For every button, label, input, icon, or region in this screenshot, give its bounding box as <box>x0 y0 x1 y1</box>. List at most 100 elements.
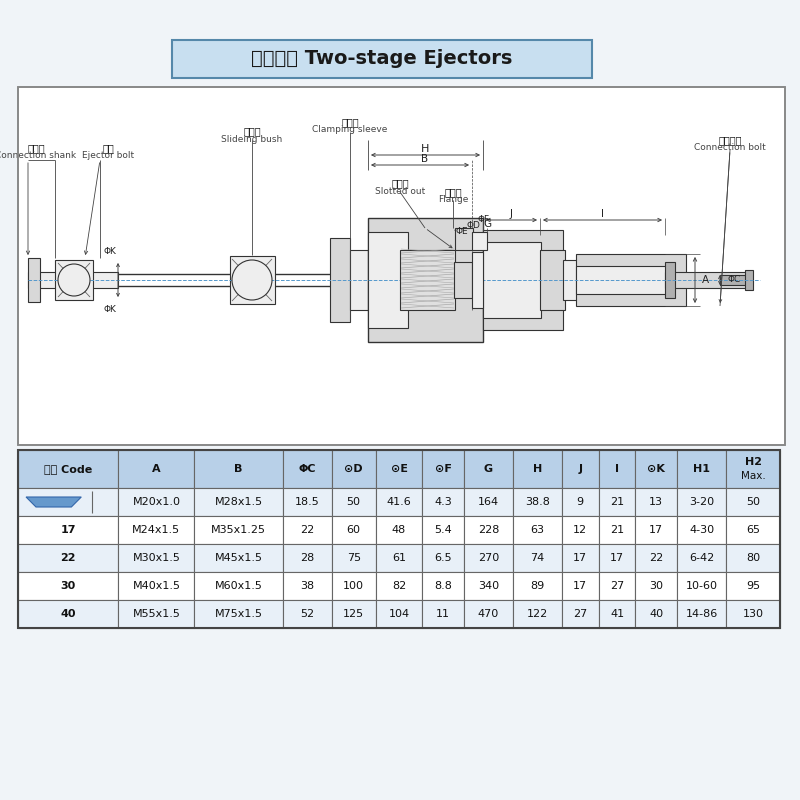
Bar <box>598 544 635 572</box>
Bar <box>376 450 422 488</box>
Text: 27: 27 <box>610 581 624 591</box>
Text: M20x1.0: M20x1.0 <box>133 497 181 507</box>
Bar <box>330 238 350 322</box>
Text: 中牙套: 中牙套 <box>243 126 261 136</box>
Text: 4.3: 4.3 <box>434 497 452 507</box>
Text: 连接螺栓: 连接螺栓 <box>718 135 742 145</box>
Text: Max.: Max. <box>741 471 766 481</box>
Text: 38.8: 38.8 <box>525 497 550 507</box>
Text: ⊙E: ⊙E <box>390 464 407 474</box>
Text: H1: H1 <box>693 464 710 474</box>
Text: A: A <box>702 275 709 285</box>
Text: 80: 80 <box>746 553 760 563</box>
Bar <box>422 516 464 544</box>
Text: 14-86: 14-86 <box>686 609 718 619</box>
Bar <box>576 254 686 306</box>
Bar <box>376 488 422 516</box>
Bar <box>282 450 332 488</box>
Text: M55x1.5: M55x1.5 <box>133 609 180 619</box>
Bar <box>194 516 282 544</box>
Bar <box>562 572 598 600</box>
Text: 63: 63 <box>530 525 545 535</box>
Bar <box>376 544 422 572</box>
Circle shape <box>232 260 272 300</box>
Text: 17: 17 <box>61 525 76 535</box>
Text: ΦK: ΦK <box>103 306 117 314</box>
Bar <box>118 488 194 516</box>
Text: M24x1.5: M24x1.5 <box>132 525 181 535</box>
Bar <box>472 232 487 250</box>
Bar <box>332 488 376 516</box>
Text: ⊙F: ⊙F <box>434 464 451 474</box>
Bar <box>635 572 677 600</box>
Bar <box>677 572 726 600</box>
Text: 二次顶出 Two-stage Ejectors: 二次顶出 Two-stage Ejectors <box>251 50 513 69</box>
Text: 75: 75 <box>346 553 361 563</box>
Bar <box>598 450 635 488</box>
Text: ⊙D: ⊙D <box>344 464 363 474</box>
Bar <box>483 242 541 318</box>
Bar <box>18 87 785 445</box>
Text: 82: 82 <box>392 581 406 591</box>
Bar <box>726 600 780 628</box>
Text: Slotted out: Slotted out <box>375 186 425 195</box>
Bar <box>194 572 282 600</box>
Bar <box>118 450 194 488</box>
Text: 228: 228 <box>478 525 499 535</box>
Text: Ejector bolt: Ejector bolt <box>82 151 134 161</box>
Bar <box>422 488 464 516</box>
Bar <box>635 600 677 628</box>
Bar <box>562 544 598 572</box>
Text: 30: 30 <box>61 581 76 591</box>
Bar <box>635 516 677 544</box>
Text: J: J <box>578 464 582 474</box>
Bar <box>513 544 562 572</box>
Text: 22: 22 <box>61 553 76 563</box>
Bar <box>677 488 726 516</box>
Text: 5.4: 5.4 <box>434 525 452 535</box>
Bar <box>464 572 513 600</box>
Bar <box>677 516 726 544</box>
Text: A: A <box>152 464 161 474</box>
Bar <box>635 488 677 516</box>
Text: 22: 22 <box>649 553 663 563</box>
Bar <box>540 250 565 310</box>
Bar <box>513 488 562 516</box>
Bar <box>282 488 332 516</box>
Text: 8.8: 8.8 <box>434 581 452 591</box>
Text: 74: 74 <box>530 553 545 563</box>
Text: 6.5: 6.5 <box>434 553 452 563</box>
Text: ΦC: ΦC <box>298 464 316 474</box>
Text: 52: 52 <box>300 609 314 619</box>
Bar <box>726 572 780 600</box>
Text: 外牙套: 外牙套 <box>341 117 359 127</box>
Bar <box>172 40 592 78</box>
Bar <box>598 572 635 600</box>
Text: 顶杆: 顶杆 <box>102 143 114 153</box>
Bar <box>576 266 666 294</box>
Bar <box>118 544 194 572</box>
Text: 40: 40 <box>61 609 76 619</box>
Text: 17: 17 <box>610 553 624 563</box>
Text: 41: 41 <box>610 609 624 619</box>
Text: M60x1.5: M60x1.5 <box>214 581 262 591</box>
Bar <box>18 87 785 445</box>
Text: 164: 164 <box>478 497 499 507</box>
Text: H: H <box>422 144 430 154</box>
Bar <box>194 450 282 488</box>
Text: 30: 30 <box>650 581 663 591</box>
Text: Connection bolt: Connection bolt <box>694 143 766 153</box>
Bar <box>118 516 194 544</box>
Text: 4-30: 4-30 <box>689 525 714 535</box>
Text: M75x1.5: M75x1.5 <box>214 609 262 619</box>
Bar <box>194 544 282 572</box>
Text: B: B <box>422 154 429 164</box>
Text: 270: 270 <box>478 553 499 563</box>
Bar <box>598 600 635 628</box>
Bar <box>562 488 598 516</box>
Text: 125: 125 <box>343 609 364 619</box>
Text: Connection shank: Connection shank <box>0 151 77 161</box>
Text: G: G <box>484 464 493 474</box>
Bar <box>376 516 422 544</box>
Bar <box>745 270 753 290</box>
